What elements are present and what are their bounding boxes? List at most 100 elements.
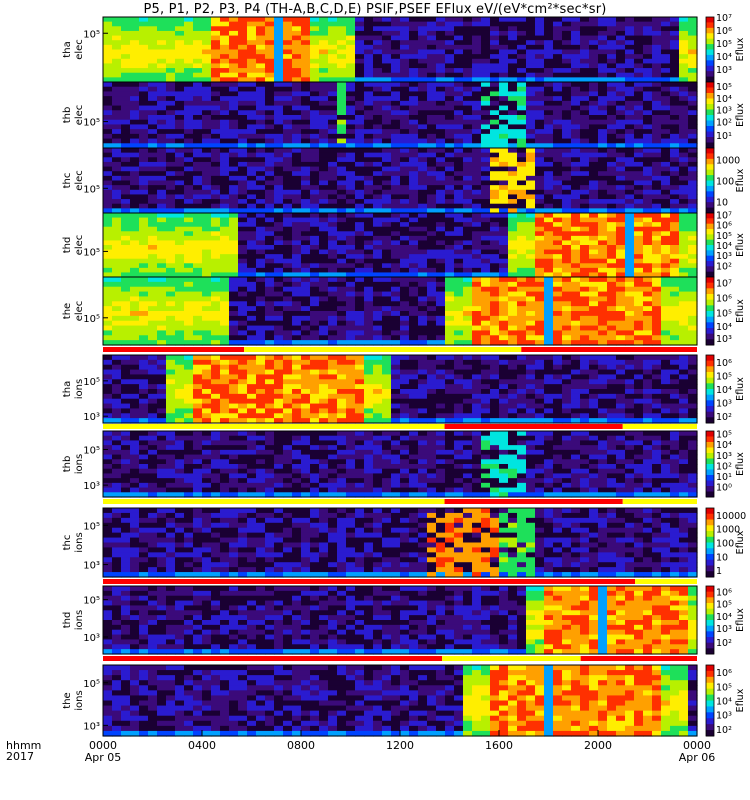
spectrogram-cell bbox=[283, 119, 293, 126]
spectrogram-cell bbox=[112, 374, 122, 380]
spectrogram-cell bbox=[121, 44, 131, 51]
spectrogram-cell bbox=[139, 301, 149, 307]
spectrogram-cell bbox=[445, 115, 455, 121]
spectrogram-cell bbox=[166, 96, 176, 102]
spectrogram-cell bbox=[634, 105, 644, 111]
spectrogram-cell bbox=[400, 330, 410, 336]
spectrogram-cell bbox=[562, 49, 572, 55]
spectrogram-cell bbox=[166, 364, 176, 371]
spectrogram-cell bbox=[157, 143, 167, 149]
spectrogram-cell bbox=[490, 54, 500, 60]
spectrogram-cell bbox=[571, 272, 581, 278]
spectrogram-cell bbox=[508, 115, 518, 121]
spectrogram-cell bbox=[256, 161, 266, 168]
spectrogram-cell bbox=[202, 72, 212, 78]
spectrogram-cell bbox=[553, 258, 563, 264]
spectrogram-cell bbox=[139, 133, 149, 140]
spectrogram-cell bbox=[112, 340, 122, 346]
spectrogram-cell bbox=[355, 175, 365, 182]
spectrogram-cell bbox=[589, 231, 599, 237]
spectrogram-cell bbox=[427, 129, 437, 135]
spectrogram-cell bbox=[157, 398, 167, 405]
spectrogram-cell bbox=[274, 203, 284, 209]
spectrogram-cell bbox=[157, 105, 167, 111]
spectrogram-cell bbox=[229, 240, 239, 246]
spectrogram-cell bbox=[319, 40, 329, 46]
spectrogram-cell bbox=[355, 133, 365, 140]
spectrogram-cell bbox=[220, 199, 230, 205]
spectrogram-cell bbox=[148, 369, 158, 376]
spectrogram-cell bbox=[202, 325, 212, 332]
spectrogram-cell bbox=[292, 115, 302, 121]
spectrogram-cell bbox=[256, 143, 266, 149]
spectrogram-cell bbox=[589, 272, 599, 278]
spectrogram-cell bbox=[364, 254, 374, 260]
spectrogram-cell bbox=[517, 148, 527, 154]
spectrogram-cell bbox=[157, 194, 167, 200]
spectrogram-cell bbox=[661, 105, 671, 111]
spectrogram-cell bbox=[319, 203, 329, 209]
spectrogram-cell bbox=[643, 203, 653, 209]
spectrogram-cell bbox=[274, 245, 284, 251]
spectrogram-cell bbox=[688, 325, 698, 332]
spectrogram-cell bbox=[301, 161, 311, 168]
spectrogram-cell bbox=[310, 91, 320, 97]
spectrogram-cell bbox=[328, 68, 338, 74]
spectrogram-cell bbox=[463, 320, 473, 327]
spectrogram-cell bbox=[526, 58, 536, 65]
spectrogram-cell bbox=[373, 21, 383, 27]
spectrogram-cell bbox=[409, 119, 419, 126]
spectrogram-cell bbox=[166, 129, 176, 135]
spectrogram-cell bbox=[166, 194, 176, 200]
spectrogram-cell bbox=[139, 403, 149, 410]
spectrogram-cell bbox=[103, 235, 113, 242]
spectrogram-cell bbox=[301, 115, 311, 121]
spectrogram-cell bbox=[634, 189, 644, 196]
spectrogram-cell bbox=[670, 213, 680, 219]
spectrogram-cell bbox=[238, 166, 248, 172]
spectrogram-cell bbox=[409, 272, 419, 278]
spectrogram-cell bbox=[652, 129, 662, 135]
spectrogram-cell bbox=[157, 30, 167, 37]
spectrogram-cell bbox=[670, 240, 680, 246]
colorbar-cell bbox=[706, 101, 714, 105]
spectrogram-cell bbox=[265, 166, 275, 172]
colorbar-tick-label: 10⁶ bbox=[716, 221, 732, 232]
spectrogram-cell bbox=[274, 291, 284, 298]
spectrogram-cell bbox=[661, 157, 671, 163]
spectrogram-cell bbox=[373, 194, 383, 200]
spectrogram-cell bbox=[580, 40, 590, 46]
spectrogram-cell bbox=[553, 17, 563, 23]
spectrogram-cell bbox=[184, 231, 194, 237]
spectrogram-cell bbox=[598, 281, 608, 288]
spectrogram-cell bbox=[688, 296, 698, 302]
spectrogram-cell bbox=[211, 185, 221, 191]
spectrogram-cell bbox=[175, 369, 185, 376]
spectrogram-cell bbox=[220, 320, 230, 327]
spectrogram-cell bbox=[634, 26, 644, 32]
spectrogram-cell bbox=[148, 63, 158, 69]
spectrogram-cell bbox=[202, 340, 212, 346]
colorbar-cell bbox=[706, 196, 714, 200]
spectrogram-cell bbox=[454, 249, 464, 255]
colorbar-cell bbox=[706, 95, 714, 99]
spectrogram-cell bbox=[184, 72, 194, 78]
spectrogram-cell bbox=[220, 254, 230, 260]
spectrogram-cell bbox=[472, 129, 482, 135]
spectrogram-cell bbox=[175, 249, 185, 255]
spectrogram-cell bbox=[256, 213, 266, 219]
spectrogram-cell bbox=[391, 301, 401, 307]
spectrogram-cell bbox=[184, 54, 194, 60]
spectrogram-cell bbox=[607, 161, 617, 168]
spectrogram-cell bbox=[274, 21, 284, 27]
colorbar-cell bbox=[706, 112, 714, 116]
spectrogram-cell bbox=[391, 325, 401, 332]
spectrogram-cell bbox=[166, 213, 176, 219]
spectrogram-cell bbox=[661, 249, 671, 255]
spectrogram-cell bbox=[112, 364, 122, 371]
spectrogram-cell bbox=[139, 311, 149, 317]
spectrogram-cell bbox=[175, 272, 185, 278]
spectrogram-cell bbox=[562, 185, 572, 191]
spectrogram-cell bbox=[364, 161, 374, 168]
spectrogram-cell bbox=[301, 263, 311, 269]
